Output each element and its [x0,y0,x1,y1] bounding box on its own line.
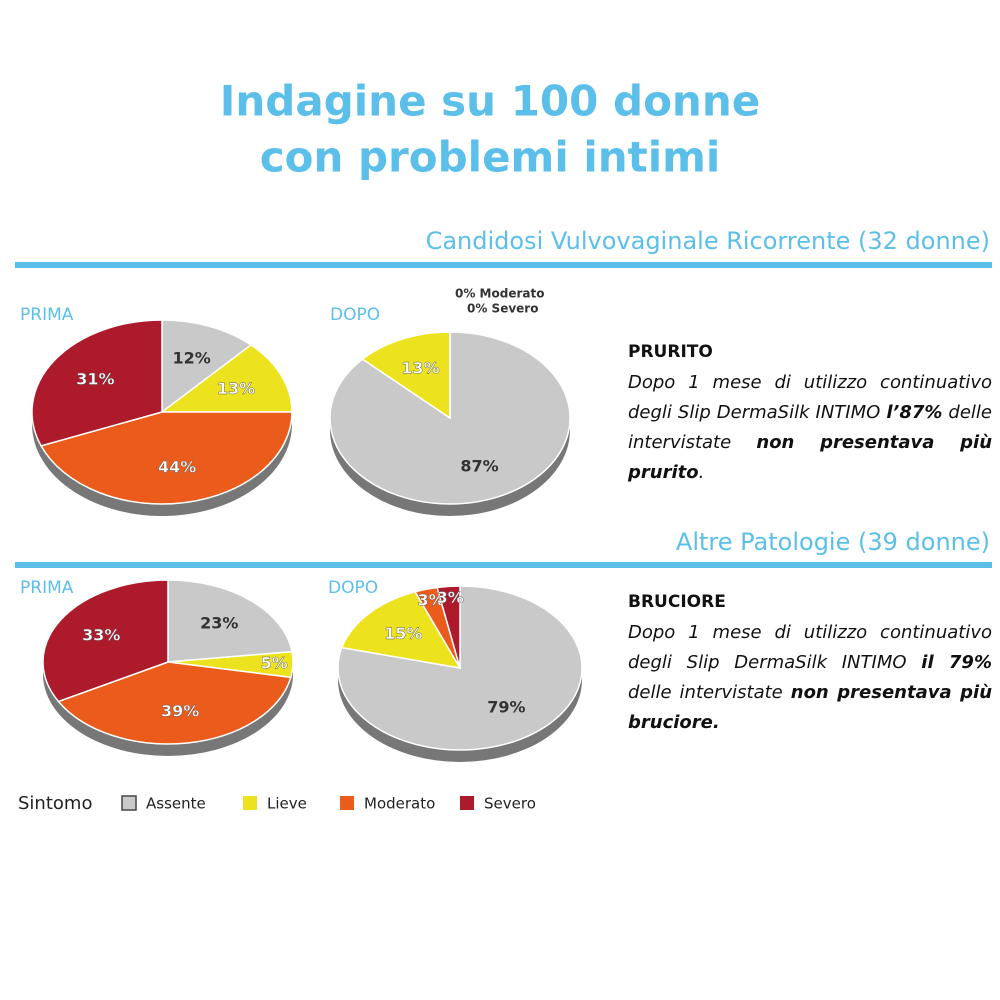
title-line: con problemi intimi [260,133,721,182]
chart-title: DOPO [328,578,378,598]
symptom: PRURITO [628,342,713,362]
slice-label: 15% [384,624,422,643]
pie-slice [361,331,451,420]
slice-label: 0% Severo [467,302,538,316]
pie-slice [329,331,571,505]
text-run: . [698,462,705,483]
section-heading: Altre Patologie (39 donne) [676,528,990,556]
symptom: BRUCIORE [628,592,726,612]
text-run: il 79% [921,652,992,673]
slice-label: 87% [460,456,498,475]
legend-label: Lieve [267,795,307,813]
pie-slice [159,344,293,413]
legend-swatch [340,796,354,810]
chart-title: PRIMA [20,578,74,598]
pie-slice [40,411,293,505]
pie-slice [436,585,461,669]
paragraph: Dopo 1 mese di utilizzo continuativo deg… [628,618,992,738]
slice-label: 5% [261,654,288,673]
slice-label: 13% [401,359,439,378]
slice-label: 3% [417,591,444,610]
text-run: Dopo 1 mese di utilizzo continuativo deg… [628,372,992,423]
pie-slice [57,661,292,745]
legend-label: Severo [484,795,536,813]
slice-label: 3% [437,588,464,607]
text-run: delle intervistate [628,402,992,453]
section-rule [15,562,992,568]
text-run: Dopo 1 mese di utilizzo continuativo deg… [628,622,992,673]
legend-swatch [121,795,137,811]
slice-label: 0% Moderato [455,287,544,301]
pie-slice [340,590,462,670]
title-line: Indagine su 100 donne [220,77,760,126]
section-rule [15,262,992,268]
legend-title: Sintomo [18,793,92,814]
slice-label: 12% [173,348,211,367]
pie-slice [42,579,169,703]
section-heading: Candidosi Vulvovaginale Ricorrente (32 d… [426,227,990,255]
text-run: non presentava più prurito [628,432,993,483]
slice-label: 33% [82,626,120,645]
slice-label: 31% [76,369,114,388]
text-run: delle intervistate [628,682,791,703]
slice-label: 39% [161,702,199,721]
pie-slice [31,319,163,447]
legend-swatch [460,796,474,810]
legend-label: Assente [146,795,206,813]
chart-title: DOPO [330,305,380,325]
pie-slice [167,579,293,663]
legend-label: Moderato [364,795,435,813]
legend-swatch [243,796,257,810]
paragraph: Dopo 1 mese di utilizzo continuativo deg… [628,368,992,488]
chart-title: PRIMA [20,305,74,325]
slice-label: 13% [217,379,255,398]
slice-label: 23% [200,613,238,632]
slice-label: 79% [487,698,525,717]
text-run: non presentava più bruciore. [628,682,993,733]
slice-label: 44% [158,458,196,477]
pie-slice [161,319,253,414]
text-run: l’87% [886,402,943,423]
